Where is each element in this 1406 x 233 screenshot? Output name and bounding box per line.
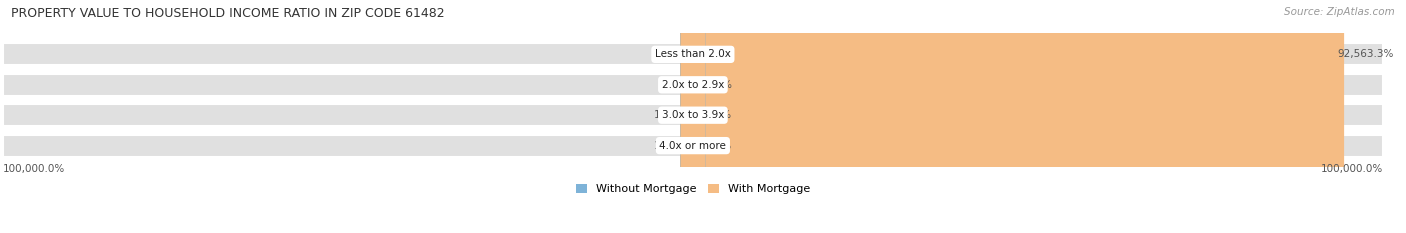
FancyBboxPatch shape xyxy=(681,0,706,233)
Text: 2.0x to 2.9x: 2.0x to 2.9x xyxy=(662,80,724,90)
Text: 15.8%: 15.8% xyxy=(654,110,688,120)
Text: 92,563.3%: 92,563.3% xyxy=(1337,49,1393,59)
FancyBboxPatch shape xyxy=(3,43,1384,65)
FancyBboxPatch shape xyxy=(3,135,1384,157)
FancyBboxPatch shape xyxy=(681,0,706,233)
Text: 100,000.0%: 100,000.0% xyxy=(1320,164,1384,175)
FancyBboxPatch shape xyxy=(681,0,1344,233)
Text: 10.5%: 10.5% xyxy=(654,140,688,151)
FancyBboxPatch shape xyxy=(681,0,706,233)
Text: 4.0x or more: 4.0x or more xyxy=(659,140,727,151)
Text: 7.4%: 7.4% xyxy=(661,80,688,90)
Text: 13.9%: 13.9% xyxy=(699,110,731,120)
FancyBboxPatch shape xyxy=(681,0,706,233)
FancyBboxPatch shape xyxy=(681,0,706,233)
Legend: Without Mortgage, With Mortgage: Without Mortgage, With Mortgage xyxy=(571,179,814,199)
Text: PROPERTY VALUE TO HOUSEHOLD INCOME RATIO IN ZIP CODE 61482: PROPERTY VALUE TO HOUSEHOLD INCOME RATIO… xyxy=(11,7,444,20)
Text: Source: ZipAtlas.com: Source: ZipAtlas.com xyxy=(1284,7,1395,17)
Text: Less than 2.0x: Less than 2.0x xyxy=(655,49,731,59)
FancyBboxPatch shape xyxy=(3,74,1384,96)
Text: 66.3%: 66.3% xyxy=(654,49,688,59)
FancyBboxPatch shape xyxy=(681,0,706,233)
Text: 3.0x to 3.9x: 3.0x to 3.9x xyxy=(662,110,724,120)
FancyBboxPatch shape xyxy=(3,104,1384,126)
Text: 70.9%: 70.9% xyxy=(699,80,733,90)
Text: 11.4%: 11.4% xyxy=(699,140,731,151)
Text: 100,000.0%: 100,000.0% xyxy=(3,164,65,175)
FancyBboxPatch shape xyxy=(681,0,706,233)
